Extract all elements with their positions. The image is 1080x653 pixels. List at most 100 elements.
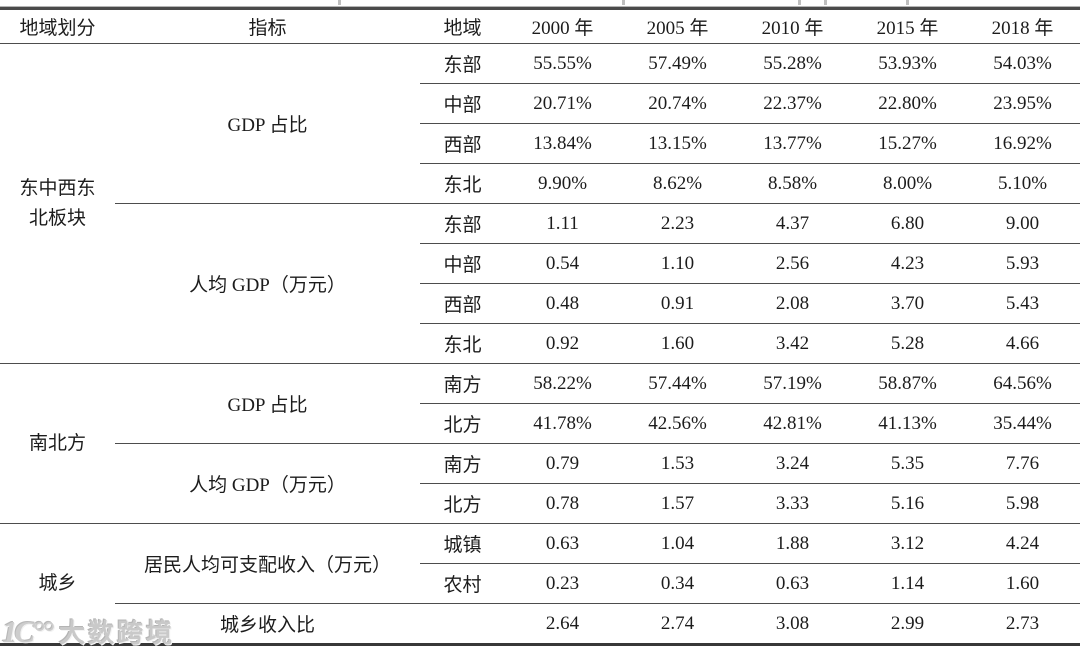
value-cell: 20.74%	[620, 83, 735, 124]
value-cell: 0.63	[735, 563, 850, 604]
header-cell-year-2000: 2000 年	[505, 10, 620, 44]
value-cell: 4.66	[965, 323, 1080, 364]
table-row: 西部 13.84% 13.15% 13.77% 15.27% 16.92%	[0, 123, 1080, 164]
value-cell: 64.56%	[965, 363, 1080, 404]
header-cell-year-2018: 2018 年	[965, 10, 1080, 44]
table-row: 北方 0.78 1.57 3.33 5.16 5.98	[0, 483, 1080, 524]
table-row: 人均 GDP（万元） 东部 1.11 2.23 4.37 6.80 9.00	[0, 203, 1080, 364]
table-row: 城乡收入比 2.64 2.74 3.08 2.99 2.73	[0, 603, 1080, 645]
value-cell: 5.43	[965, 283, 1080, 324]
header-cell-region: 地域	[420, 10, 505, 44]
value-cell: 4.24	[965, 523, 1080, 564]
value-cell: 1.60	[965, 563, 1080, 604]
dashukuajing-logo-icon: 1C°°	[2, 613, 54, 649]
value-cell: 2.73	[965, 603, 1080, 645]
table-row: 农村 0.23 0.34 0.63 1.14 1.60	[0, 563, 1080, 604]
cropped-text-fragment	[824, 0, 827, 5]
value-cell: 1.04	[620, 523, 735, 564]
table-row: 北方 41.78% 42.56% 42.81% 41.13% 35.44%	[0, 403, 1080, 444]
value-cell: 57.49%	[648, 52, 707, 74]
value-cell: 7.76	[965, 443, 1080, 484]
value-cell: 0.91	[620, 283, 735, 324]
region-cell: 东部	[443, 55, 482, 76]
value-cell: 1.88	[735, 523, 850, 564]
value-cell: 57.44%	[620, 363, 735, 404]
division-cell-blocks: 东中西东 北板块	[0, 44, 115, 364]
value-cell: 22.80%	[850, 83, 965, 124]
value-cell: 5.28	[850, 323, 965, 364]
value-cell: 3.12	[850, 523, 965, 564]
value-cell: 8.62%	[620, 163, 735, 204]
cropped-text-fragment	[338, 0, 341, 5]
value-cell: 54.03%	[993, 52, 1052, 74]
table-row: 南北方 GDP 占比 南方 58.22% 57.44% 57.19% 58.87…	[0, 363, 1080, 524]
value-cell: 2.56	[735, 243, 850, 284]
value-cell: 41.13%	[850, 403, 965, 444]
region-cell: 北方	[420, 483, 505, 524]
region-cell: 中部	[420, 83, 505, 124]
header-cell-division: 地域划分	[0, 10, 115, 44]
division-label-line1: 东中西东	[19, 178, 96, 200]
indicator-cell-gdp-per-capita: 人均 GDP（万元）	[115, 203, 420, 364]
value-cell: 9.00	[965, 203, 1080, 244]
value-cell: 6.80	[850, 203, 965, 244]
value-cell: 5.35	[850, 443, 965, 484]
header-cell-indicator: 指标	[115, 10, 420, 44]
value-cell: 3.42	[735, 323, 850, 364]
value-cell: 41.78%	[505, 403, 620, 444]
value-cell: 8.58%	[735, 163, 850, 204]
table-row: 城乡 居民人均可支配收入（万元） 城镇 0.63 1.04 1.88 3.12 …	[0, 523, 1080, 645]
value-cell: 1.57	[620, 483, 735, 524]
value-cell: 2.64	[505, 603, 620, 645]
value-cell: 13.77%	[735, 123, 850, 164]
value-cell: 0.54	[505, 243, 620, 284]
region-cell: 城镇	[420, 523, 505, 564]
value-cell: 1.53	[620, 443, 735, 484]
value-cell: 35.44%	[965, 403, 1080, 444]
value-cell: 0.79	[505, 443, 620, 484]
indicator-cell-gdp-share: GDP 占比	[227, 115, 308, 136]
value-cell: 16.92%	[965, 123, 1080, 164]
table-row: 人均 GDP（万元） 南方 0.79 1.53 3.24 5.35 7.76	[0, 443, 1080, 524]
table-row: 中部 0.54 1.10 2.56 4.23 5.93	[0, 243, 1080, 284]
value-cell: 3.08	[735, 603, 850, 645]
value-cell: 15.27%	[850, 123, 965, 164]
value-cell: 1.14	[850, 563, 965, 604]
division-cell-south-north: 南北方	[0, 363, 115, 524]
value-cell: 3.70	[850, 283, 965, 324]
value-cell: 5.98	[965, 483, 1080, 524]
value-cell: 0.63	[505, 523, 620, 564]
table-row: 中部 20.71% 20.74% 22.37% 22.80% 23.95%	[0, 83, 1080, 124]
value-cell: 22.37%	[735, 83, 850, 124]
value-cell: 58.22%	[505, 363, 620, 404]
value-cell: 53.93%	[878, 52, 937, 74]
regional-statistics-table: 地域划分 指标 地域 2000 年 2005 年 2010 年 2015 年 2…	[0, 10, 1080, 646]
value-cell: 55.55%	[533, 52, 592, 74]
watermark: 1C°° 大数跨境	[2, 613, 175, 650]
region-cell: 西部	[420, 283, 505, 324]
indicator-cell-gdp-per-capita: 人均 GDP（万元）	[115, 443, 420, 524]
region-cell: 东北	[420, 163, 505, 204]
value-cell: 0.92	[505, 323, 620, 364]
value-cell: 57.19%	[735, 363, 850, 404]
value-cell: 5.16	[850, 483, 965, 524]
value-cell: 13.84%	[505, 123, 620, 164]
table-row: 东中西东 北板块 GDP 占比 东部 55.55% 57.49% 55.28% …	[0, 44, 1080, 229]
value-cell: 1.10	[620, 243, 735, 284]
value-cell: 3.33	[735, 483, 850, 524]
region-cell: 农村	[420, 563, 505, 604]
table-row: 东北 0.92 1.60 3.42 5.28 4.66	[0, 323, 1080, 364]
region-cell: 东部	[420, 203, 505, 244]
value-cell: 0.48	[505, 283, 620, 324]
region-cell: 南方	[420, 443, 505, 484]
region-cell: 西部	[420, 123, 505, 164]
indicator-cell-disposable-income: 居民人均可支配收入（万元）	[115, 523, 420, 604]
value-cell: 3.24	[735, 443, 850, 484]
region-cell: 中部	[420, 243, 505, 284]
table-top-rule	[0, 6, 1080, 10]
value-cell: 9.90%	[505, 163, 620, 204]
value-cell: 0.34	[620, 563, 735, 604]
value-cell: 42.81%	[735, 403, 850, 444]
header-cell-year-2005: 2005 年	[620, 10, 735, 44]
